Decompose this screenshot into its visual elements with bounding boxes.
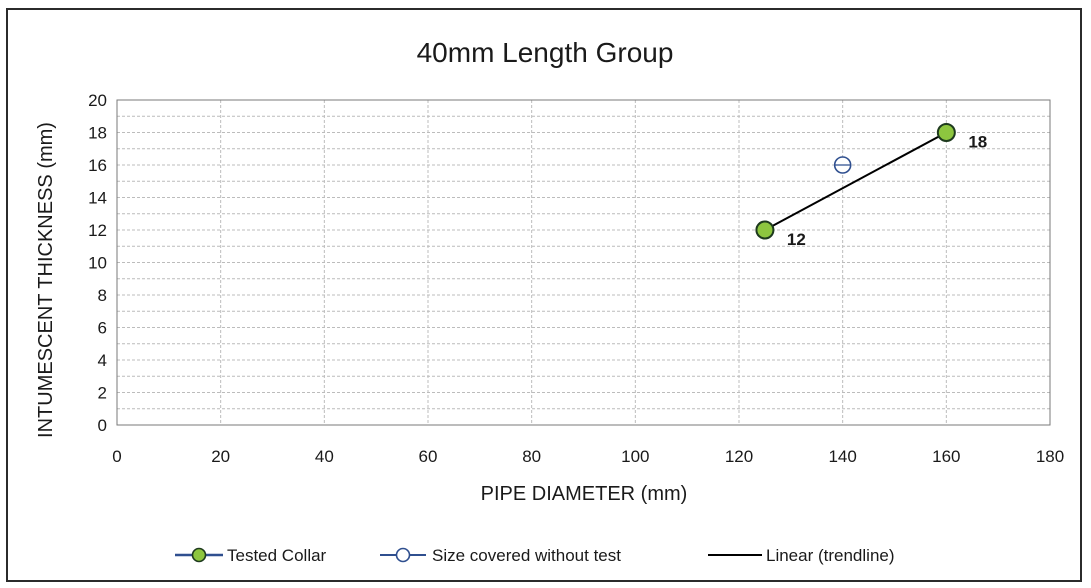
tested-collar-point xyxy=(755,220,775,240)
x-tick-labels: 0 20 40 60 80 100 120 140 160 180 xyxy=(112,447,1064,466)
y-tick-labels: 0 2 4 6 8 10 12 14 16 18 20 xyxy=(88,91,107,435)
y-tick-label: 18 xyxy=(88,124,107,143)
tested-collar-point xyxy=(936,123,956,142)
x-tick-label: 100 xyxy=(621,447,649,466)
x-tick-label: 0 xyxy=(112,447,121,466)
y-tick-label: 0 xyxy=(98,416,107,435)
plot-area xyxy=(116,99,1051,426)
series-layer: 12 18 xyxy=(755,123,987,249)
y-axis-title: INTUMESCENT THICKNESS (mm) xyxy=(35,122,57,438)
grid-layer xyxy=(116,99,1051,426)
y-tick-label: 10 xyxy=(88,254,107,273)
legend-marker-tested-collar xyxy=(191,547,207,563)
legend-label: Linear (trendline) xyxy=(766,546,895,565)
y-tick-label: 6 xyxy=(98,319,107,338)
x-tick-label: 20 xyxy=(211,447,230,466)
x-tick-label: 140 xyxy=(828,447,856,466)
legend-label: Tested Collar xyxy=(227,546,327,565)
y-tick-label: 20 xyxy=(88,91,107,110)
data-label: 18 xyxy=(968,133,987,152)
y-tick-label: 16 xyxy=(88,156,107,175)
chart-title: 40mm Length Group xyxy=(417,37,674,68)
x-tick-label: 40 xyxy=(315,447,334,466)
x-tick-label: 80 xyxy=(522,447,541,466)
y-tick-label: 2 xyxy=(98,384,107,403)
data-label: 12 xyxy=(787,230,806,249)
legend: Tested Collar Size covered without test Li… xyxy=(175,546,895,565)
x-tick-label: 60 xyxy=(419,447,438,466)
x-tick-label: 120 xyxy=(725,447,753,466)
legend-marker-untested xyxy=(395,547,411,563)
y-tick-label: 8 xyxy=(98,286,107,305)
y-tick-label: 4 xyxy=(98,351,107,370)
x-tick-label: 180 xyxy=(1036,447,1064,466)
x-axis-title: PIPE DIAMETER (mm) xyxy=(481,483,688,505)
trendline xyxy=(764,131,947,231)
y-tick-label: 14 xyxy=(88,189,107,208)
y-tick-label: 12 xyxy=(88,221,107,240)
x-tick-label: 160 xyxy=(932,447,960,466)
legend-label: Size covered without test xyxy=(432,546,621,565)
